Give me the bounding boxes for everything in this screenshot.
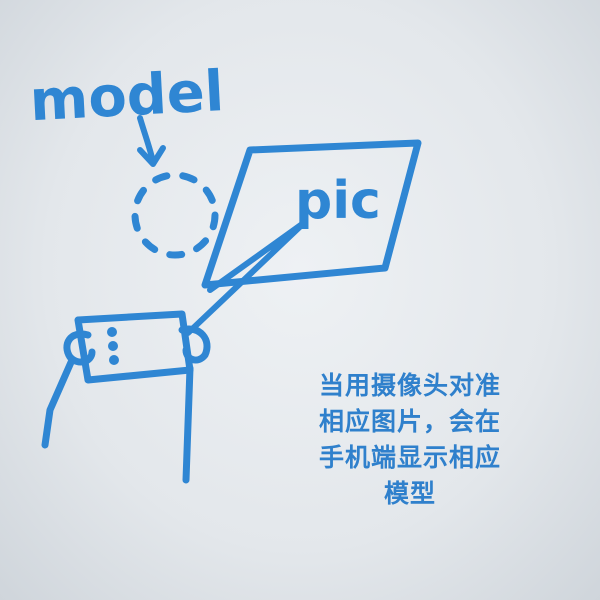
model-dashed-circle: [131, 171, 219, 259]
arrow-shaft: [137, 115, 156, 165]
right-arm: [182, 364, 194, 484]
caption-line: 相应图片，会在: [318, 407, 501, 436]
left-thumb: [63, 330, 96, 366]
left-arm: [41, 356, 76, 449]
pic-label: pic: [295, 171, 381, 231]
caption-line: 手机端显示相应: [318, 443, 501, 472]
phone-dot: [108, 341, 118, 351]
phone-dot: [107, 327, 117, 337]
picture-frame: [201, 139, 422, 289]
phone-dot: [109, 355, 119, 365]
right-thumb: [178, 325, 211, 364]
caption-line: 当用摄像头对准: [318, 371, 501, 400]
phone-body: [74, 310, 194, 384]
arrow-head-icon: [137, 145, 166, 167]
camera-sightline: [185, 219, 308, 336]
caption-line: 模型: [383, 479, 436, 508]
caption: 当用摄像头对准 相应图片，会在 手机端显示相应 模型: [280, 368, 540, 512]
model-label: model: [28, 59, 225, 134]
